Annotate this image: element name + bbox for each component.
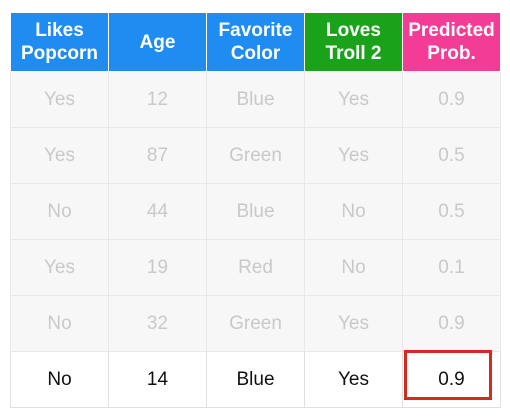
- header-predicted-prob: Predicted Prob.: [402, 12, 501, 72]
- cell-age: 14: [108, 351, 207, 408]
- cell-predicted-prob: 0.1: [402, 239, 501, 296]
- header-line: Color: [230, 43, 281, 64]
- header-loves-troll-2: Loves Troll 2: [304, 12, 403, 72]
- header-line: Popcorn: [20, 43, 99, 64]
- cell-age: 44: [108, 183, 207, 240]
- header-favorite-color: Favorite Color: [206, 12, 305, 72]
- cell-age: 32: [108, 295, 207, 352]
- cell-favorite-color: Blue: [206, 183, 305, 240]
- highlight-box: [404, 350, 492, 400]
- header-line: Troll 2: [325, 43, 382, 64]
- table-row: No 32 Green Yes 0.9: [10, 295, 501, 352]
- cell-favorite-color: Blue: [206, 71, 305, 128]
- cell-loves-troll-2: Yes: [304, 71, 403, 128]
- header-line: Predicted: [408, 20, 495, 41]
- cell-predicted-prob: 0.5: [402, 183, 501, 240]
- cell-loves-troll-2: Yes: [304, 351, 403, 408]
- table-row: Yes 12 Blue Yes 0.9: [10, 71, 501, 128]
- cell-favorite-color: Blue: [206, 351, 305, 408]
- cell-loves-troll-2: No: [304, 183, 403, 240]
- cell-age: 87: [108, 127, 207, 184]
- cell-favorite-color: Green: [206, 295, 305, 352]
- cell-loves-troll-2: Yes: [304, 127, 403, 184]
- cell-likes-popcorn: Yes: [10, 239, 109, 296]
- header-line: Favorite: [218, 20, 293, 41]
- cell-loves-troll-2: Yes: [304, 295, 403, 352]
- header-likes-popcorn: Likes Popcorn: [10, 12, 109, 72]
- table-row: Yes 19 Red No 0.1: [10, 239, 501, 296]
- header-line: Age: [139, 31, 176, 53]
- header-line: Likes: [35, 20, 84, 41]
- cell-likes-popcorn: No: [10, 183, 109, 240]
- cell-likes-popcorn: Yes: [10, 71, 109, 128]
- cell-predicted-prob: 0.9: [402, 71, 501, 128]
- cell-loves-troll-2: No: [304, 239, 403, 296]
- cell-likes-popcorn: No: [10, 351, 109, 408]
- data-table: Likes Popcorn Age Favorite Color Loves T…: [10, 12, 501, 408]
- cell-predicted-prob: 0.9: [402, 295, 501, 352]
- cell-favorite-color: Green: [206, 127, 305, 184]
- cell-age: 12: [108, 71, 207, 128]
- cell-likes-popcorn: Yes: [10, 127, 109, 184]
- header-age: Age: [108, 12, 207, 72]
- table-row: No 44 Blue No 0.5: [10, 183, 501, 240]
- header-line: Loves: [326, 20, 381, 41]
- table-row: Yes 87 Green Yes 0.5: [10, 127, 501, 184]
- cell-age: 19: [108, 239, 207, 296]
- cell-predicted-prob: 0.5: [402, 127, 501, 184]
- header-row: Likes Popcorn Age Favorite Color Loves T…: [10, 12, 501, 72]
- cell-likes-popcorn: No: [10, 295, 109, 352]
- header-line: Prob.: [427, 43, 476, 64]
- cell-favorite-color: Red: [206, 239, 305, 296]
